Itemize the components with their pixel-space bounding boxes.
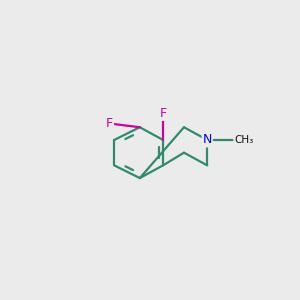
Text: N: N — [202, 134, 212, 146]
Text: F: F — [160, 107, 167, 120]
Text: F: F — [106, 117, 113, 130]
Text: CH₃: CH₃ — [234, 135, 253, 145]
